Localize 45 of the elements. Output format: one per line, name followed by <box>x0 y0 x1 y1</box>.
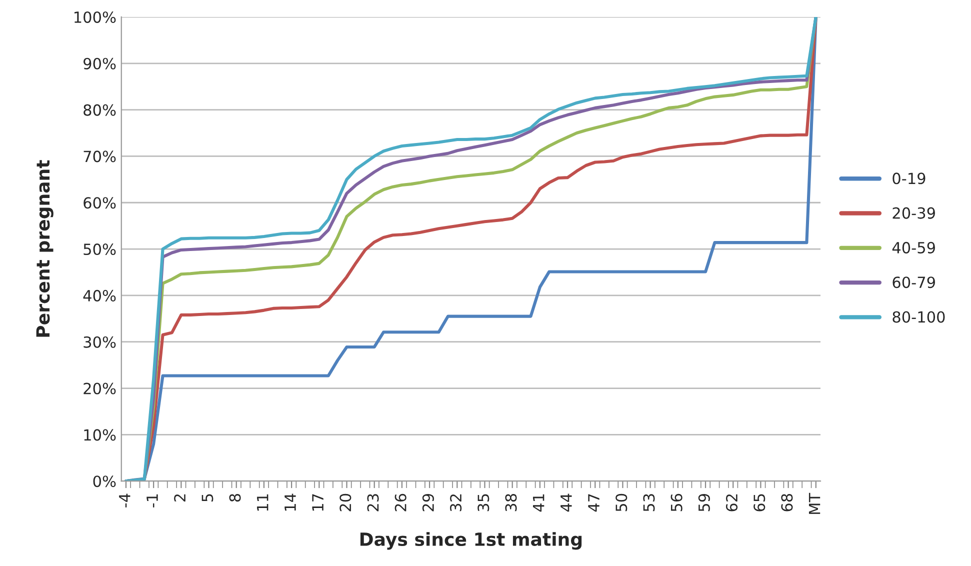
x-tick-label: 17 <box>312 494 324 511</box>
x-tick-label: 5 <box>202 494 214 502</box>
y-tick-label: 20% <box>84 382 116 394</box>
x-tick-label: 47 <box>588 494 600 512</box>
x-tick-label: 20 <box>340 494 352 512</box>
x-tick-label: 53 <box>643 494 655 512</box>
x-axis-title: Days since 1st mating <box>360 532 582 550</box>
x-tick-label: 38 <box>505 494 517 512</box>
x-tick-label: 44 <box>560 494 572 512</box>
y-tick-label: 70% <box>84 150 116 162</box>
y-tick-label: 80% <box>84 104 116 116</box>
y-tick-label: 100% <box>74 11 116 23</box>
x-tick-label: 41 <box>533 494 544 512</box>
x-tick-label: 26 <box>394 494 406 512</box>
y-tick-label: 30% <box>84 336 116 348</box>
x-tick-label: 11 <box>257 494 268 511</box>
legend-label: 60-79 <box>892 276 935 288</box>
x-tick-label: 65 <box>754 494 766 512</box>
x-tick-label: -4 <box>119 494 130 508</box>
x-tick-label: 32 <box>450 494 462 512</box>
legend-label: 0-19 <box>892 172 926 184</box>
x-tick-label: 68 <box>781 494 793 512</box>
x-tick-label: 35 <box>478 494 490 512</box>
x-tick-label: 14 <box>284 494 296 511</box>
x-tick-label: -1 <box>146 494 158 508</box>
x-tick-label: 29 <box>422 494 434 512</box>
legend-label: 80-100 <box>892 311 945 323</box>
y-tick-label: 90% <box>84 58 116 70</box>
x-tick-label: MT <box>808 492 820 514</box>
x-tick-label: 23 <box>367 494 379 512</box>
y-tick-label: 0% <box>93 476 116 488</box>
x-tick-label: 50 <box>616 494 628 512</box>
y-axis-title: Percent pregnant <box>36 160 54 337</box>
x-tick-label: 2 <box>174 494 186 502</box>
x-tick-label: 8 <box>229 494 241 502</box>
x-tick-label: 59 <box>698 494 710 512</box>
legend-label: 20-39 <box>892 207 935 219</box>
y-tick-label: 60% <box>84 197 116 209</box>
y-tick-label: 10% <box>84 429 116 441</box>
line-series <box>124 16 818 482</box>
legend-label: 40-59 <box>892 242 935 254</box>
y-tick-label: 50% <box>84 244 116 256</box>
x-tick-label: 56 <box>670 494 682 512</box>
x-tick-label: 62 <box>726 494 738 512</box>
y-tick-label: 40% <box>83 290 116 302</box>
